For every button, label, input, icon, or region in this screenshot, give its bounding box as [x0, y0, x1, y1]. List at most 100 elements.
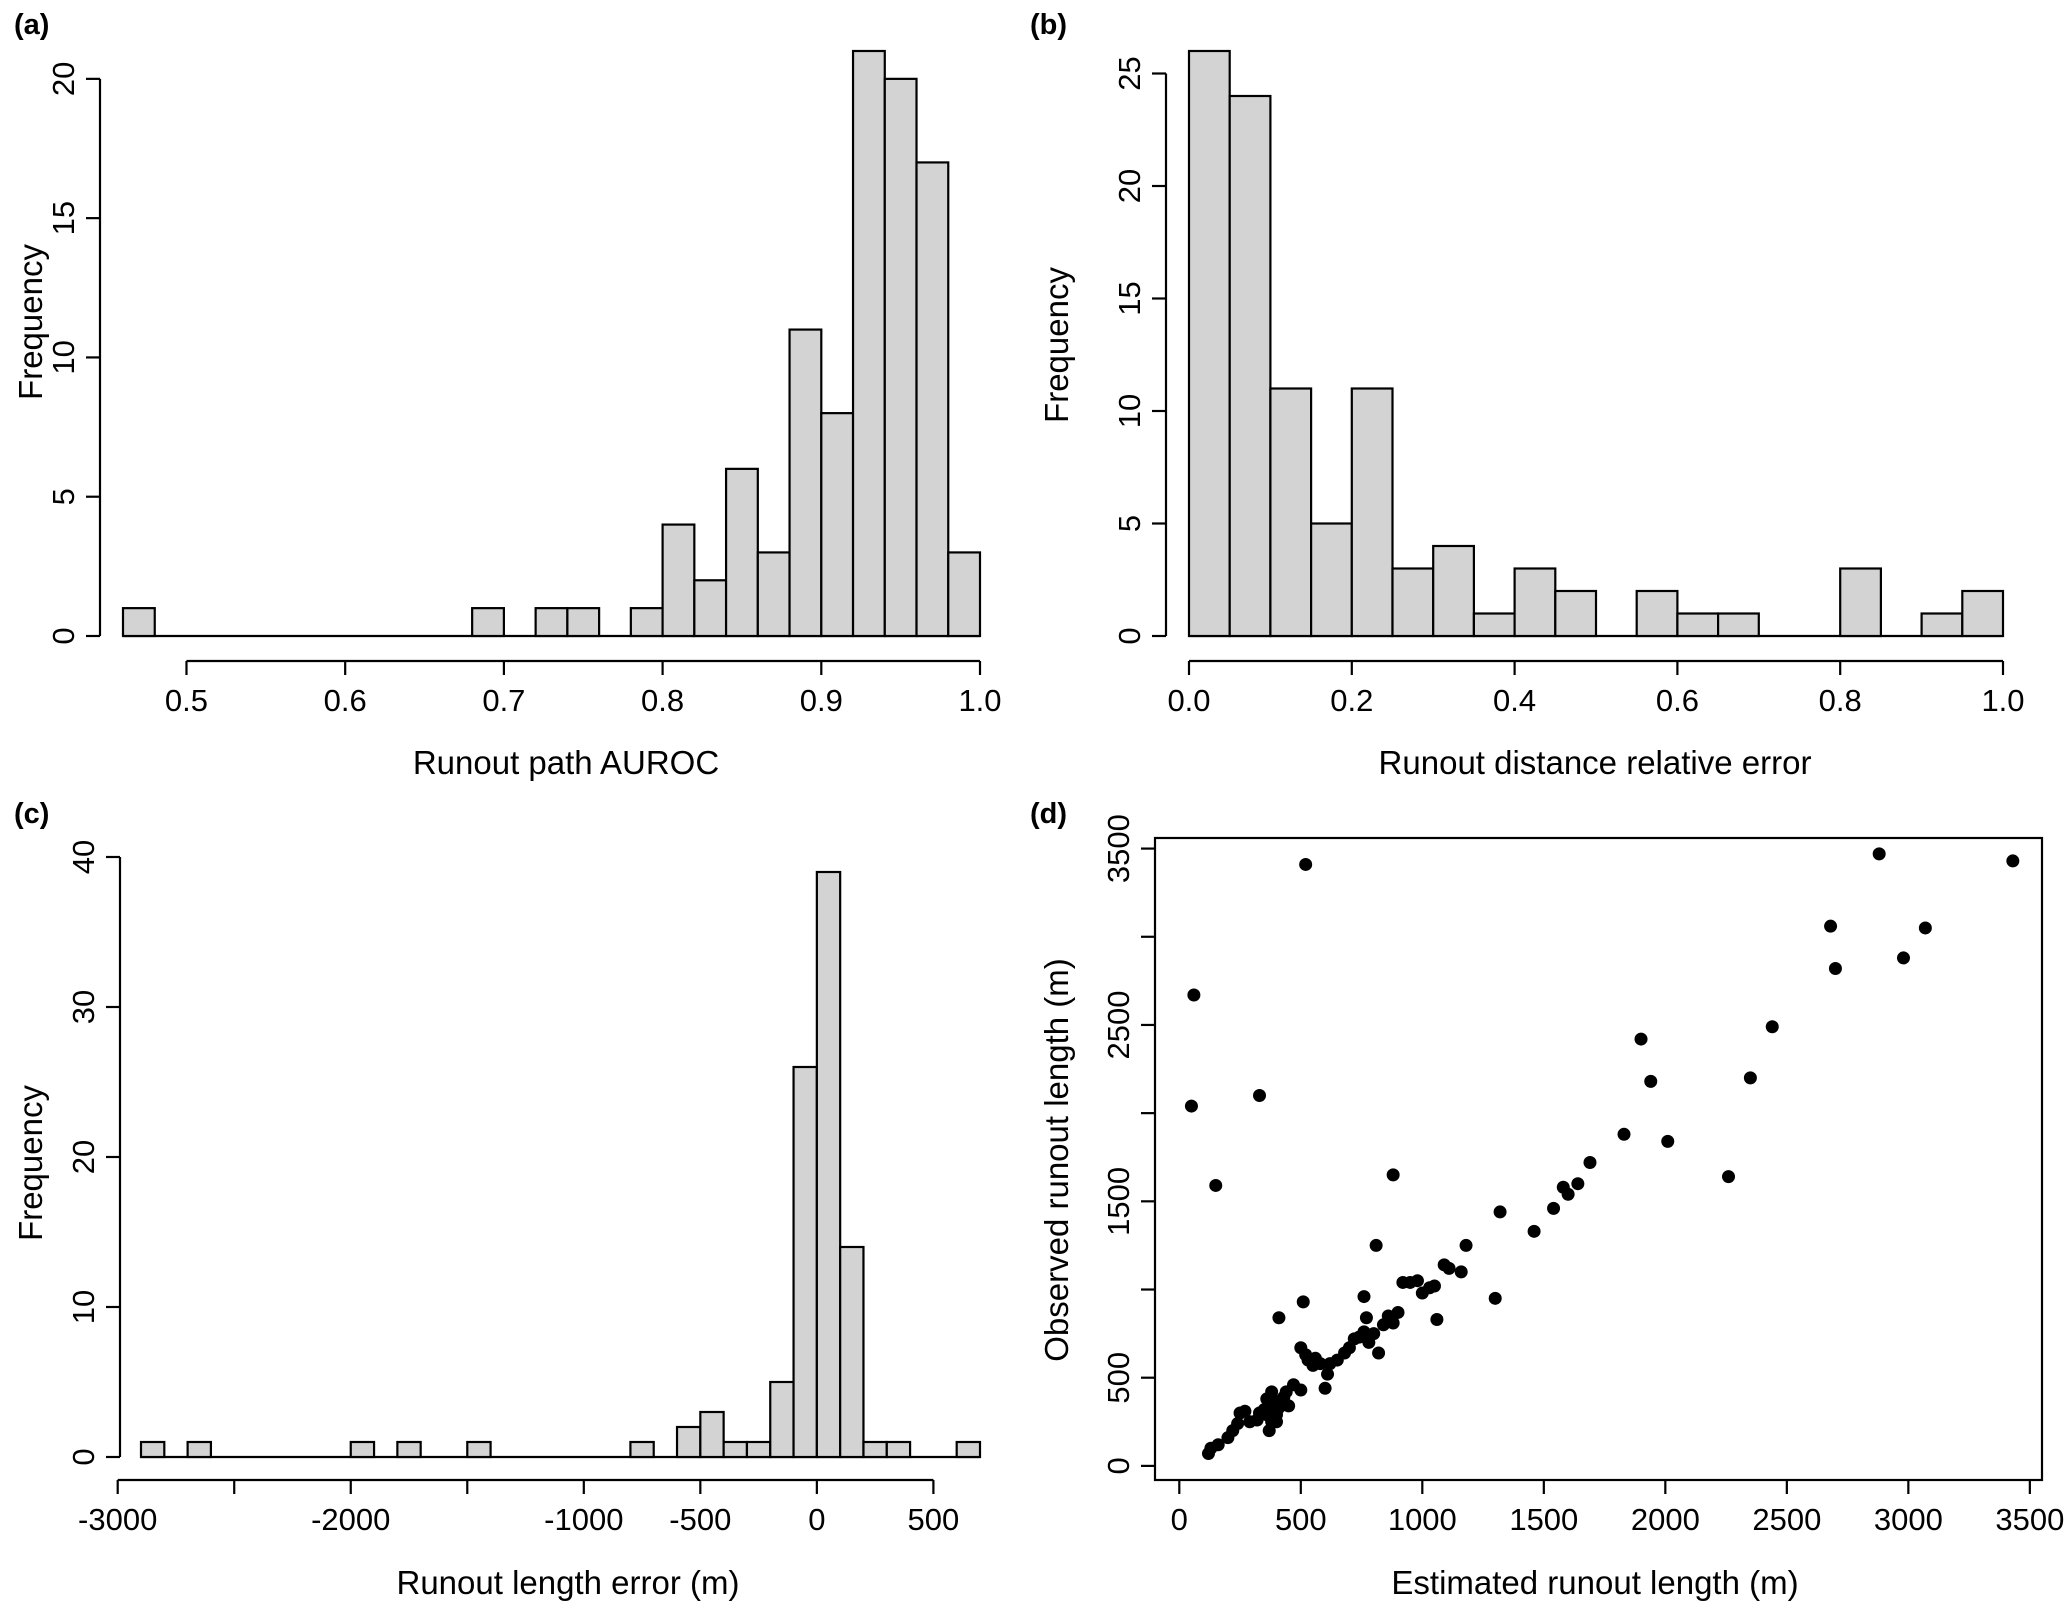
panel-d-x-tick-label: 2000 — [1631, 1502, 1700, 1537]
panel-d-point — [1321, 1367, 1335, 1381]
panel-d-y-tick-label: 0 — [1101, 1457, 1136, 1474]
panel-d-point — [1410, 1274, 1424, 1288]
panel-b-y-tick-label: 20 — [1112, 169, 1147, 203]
panel-d-point — [1313, 1357, 1327, 1371]
panel-b-bar — [1676, 612, 1720, 638]
panel-a-ylabel: Frequency — [12, 244, 49, 400]
panel-b-bar — [1309, 522, 1353, 638]
panel-c-bar — [466, 1440, 492, 1459]
panel-c-bar — [675, 1425, 702, 1459]
panel-a-label: (a) — [14, 9, 49, 41]
panel-c-x-tick-label: -3000 — [78, 1502, 157, 1537]
panel-d-point — [1372, 1346, 1386, 1360]
panel-d-point — [1272, 1311, 1286, 1325]
panel-c-bar — [349, 1440, 376, 1459]
panel-c-bar — [139, 1440, 166, 1459]
panel-b-bar — [1961, 589, 2005, 638]
panel-d-scatter: (d) 0 500 1000 1500 2000 2500 3000 3500 0 500 1500… — [1030, 798, 2064, 1601]
panel-a-y-tick-label: 20 — [46, 62, 81, 96]
panel-d-point — [1583, 1156, 1597, 1170]
panel-d-point — [1270, 1415, 1284, 1429]
panel-d-point — [1442, 1261, 1456, 1275]
panel-c-bar — [839, 1245, 865, 1459]
panel-d-x-tick-label: 1500 — [1509, 1502, 1578, 1537]
panel-d-point — [1824, 919, 1838, 933]
panel-d-point — [1357, 1290, 1371, 1304]
panel-d-point — [1318, 1381, 1332, 1395]
panel-c-x-tick-label: -1000 — [544, 1502, 623, 1537]
panel-d-point — [1367, 1327, 1381, 1341]
panel-a-bar — [629, 607, 664, 638]
panel-b-x-tick-label: 1.0 — [1981, 683, 2024, 718]
panel-d-point — [1634, 1032, 1648, 1046]
panel-d-point — [1828, 962, 1842, 976]
panel-d-point — [1722, 1170, 1736, 1184]
panel-d-y-tick-label: 2500 — [1101, 990, 1136, 1059]
panel-c-x-tick-label: -2000 — [311, 1502, 390, 1537]
panel-a-x-tick-label: 0.8 — [641, 683, 684, 718]
panel-d-y-tick-label: 500 — [1101, 1352, 1136, 1404]
panel-a-bar — [724, 467, 759, 638]
panel-b-bar — [1635, 589, 1679, 638]
panel-a-bar — [851, 49, 886, 638]
panel-d-x-tick-label: 3500 — [1995, 1502, 2064, 1537]
panel-b-bar — [1350, 387, 1394, 638]
panel-d-point — [1918, 921, 1932, 935]
panel-a-bar — [947, 551, 982, 638]
panel-d-x-tick-label: 1000 — [1388, 1502, 1457, 1537]
panel-d-point — [1252, 1089, 1266, 1103]
panel-c-bar — [862, 1440, 888, 1459]
panel-c-y-tick-label: 20 — [66, 1140, 101, 1174]
panel-a-x-tick-label: 1.0 — [958, 683, 1001, 718]
panel-b-xlabel: Runout distance relative error — [1379, 744, 1812, 781]
panel-b-x-tick-label: 0.8 — [1819, 683, 1862, 718]
panel-b-bar — [1391, 567, 1435, 638]
panel-d-point — [1187, 988, 1201, 1002]
panel-b-y-tick-label: 25 — [1112, 56, 1147, 90]
panel-d-point — [1743, 1071, 1757, 1085]
panel-a-bar — [693, 579, 728, 638]
panel-d-point — [1231, 1417, 1245, 1431]
panel-c-y-tick-label: 30 — [66, 990, 101, 1024]
panel-d-point — [1617, 1127, 1631, 1141]
panel-d-xlabel: Estimated runout length (m) — [1391, 1564, 1798, 1601]
panel-a-x-tick-label: 0.6 — [324, 683, 367, 718]
panel-d-plot-frame — [1153, 836, 2044, 1482]
panel-d-point — [1211, 1438, 1225, 1452]
panel-c-xlabel: Runout length error (m) — [397, 1564, 740, 1601]
panel-a-bar — [534, 607, 569, 638]
panel-b-x-tick-label: 0.4 — [1493, 683, 1536, 718]
panel-a-bar — [661, 523, 696, 638]
panel-c-bar — [885, 1440, 912, 1459]
panel-c-bar — [955, 1440, 982, 1459]
panel-c-y-tick-label: 10 — [66, 1290, 101, 1324]
panel-b-bar — [1187, 49, 1231, 638]
panel-d-point — [1661, 1134, 1675, 1148]
panel-d-point — [1527, 1224, 1541, 1238]
panel-c-x-tick-label: 500 — [908, 1502, 960, 1537]
panel-a-histogram: (a) 0.5 0.6 0.7 0.8 0.9 1.0 0 5 10 15 20 Runout pa… — [12, 9, 1002, 781]
panel-b-y-tick-label: 10 — [1112, 394, 1147, 428]
panel-d-point — [1184, 1099, 1198, 1113]
panel-b-histogram: (b) 0.0 0.2 0.4 0.6 0.8 1.0 0 5 10 15 20 25 Runout … — [1030, 9, 2025, 781]
panel-a-y-tick-label: 15 — [46, 201, 81, 235]
panel-d-point — [1488, 1291, 1502, 1305]
panel-a-bar — [788, 328, 823, 638]
panel-b-bar — [1432, 544, 1475, 638]
panel-c-y-tick-label: 0 — [66, 1448, 101, 1465]
panel-d-point — [1282, 1399, 1296, 1413]
panel-b-bar — [1554, 589, 1598, 638]
panel-d-point — [1357, 1325, 1371, 1339]
panel-a-bar — [820, 412, 855, 638]
panel-d-y-tick-label: 1500 — [1101, 1167, 1136, 1236]
panel-a-x-tick-label: 0.5 — [165, 683, 208, 718]
panel-b-bar — [1472, 612, 1516, 638]
panel-b-x-tick-label: 0.0 — [1167, 683, 1210, 718]
panel-d-point — [1571, 1177, 1585, 1191]
panel-d-point — [1561, 1187, 1575, 1201]
panel-b-bar — [1920, 612, 1964, 638]
panel-d-point — [1493, 1205, 1507, 1219]
panel-d-point — [1299, 857, 1313, 871]
panel-d-point — [1386, 1168, 1400, 1182]
